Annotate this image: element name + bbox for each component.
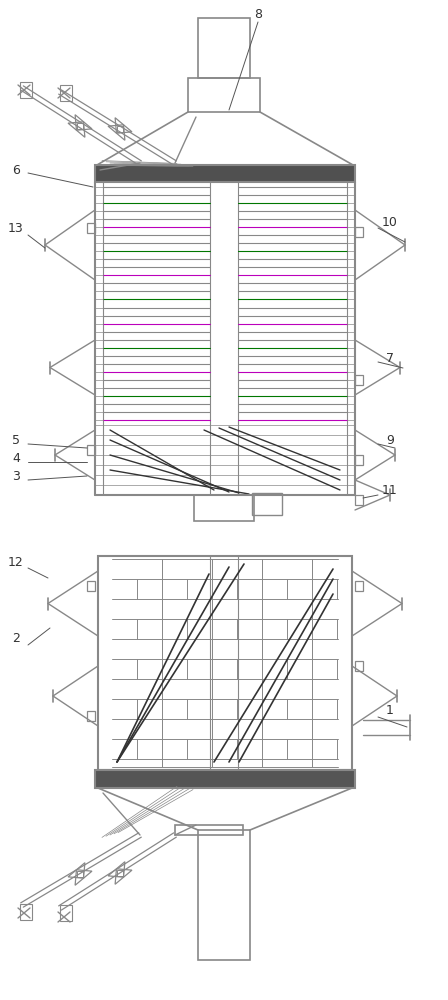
- Text: 7: 7: [386, 352, 394, 364]
- Bar: [355, 375, 363, 385]
- Bar: [87, 445, 95, 455]
- Text: 9: 9: [386, 434, 394, 446]
- Bar: [95, 165, 355, 182]
- Bar: [355, 227, 363, 237]
- Bar: [188, 78, 260, 112]
- Bar: [60, 85, 72, 101]
- Bar: [355, 661, 363, 671]
- Text: 6: 6: [12, 163, 20, 176]
- Bar: [117, 870, 123, 876]
- Bar: [194, 495, 254, 521]
- Bar: [77, 123, 83, 129]
- Bar: [117, 126, 123, 132]
- Bar: [198, 830, 250, 960]
- Bar: [20, 904, 32, 920]
- Text: 1: 1: [386, 704, 394, 716]
- Text: 12: 12: [8, 556, 24, 568]
- Text: 8: 8: [254, 8, 262, 21]
- Bar: [87, 581, 95, 591]
- Bar: [87, 711, 95, 721]
- Bar: [175, 825, 243, 835]
- Text: 5: 5: [12, 434, 20, 446]
- Text: 4: 4: [12, 452, 20, 464]
- Bar: [252, 493, 282, 515]
- Bar: [87, 223, 95, 233]
- Bar: [198, 18, 250, 78]
- Bar: [98, 556, 352, 770]
- Text: 3: 3: [12, 470, 20, 483]
- Bar: [77, 871, 83, 877]
- Text: 13: 13: [8, 222, 24, 234]
- Text: 11: 11: [382, 484, 398, 496]
- Bar: [60, 905, 72, 921]
- Bar: [355, 581, 363, 591]
- Bar: [355, 455, 363, 465]
- Bar: [95, 770, 355, 788]
- Text: 2: 2: [12, 632, 20, 645]
- Bar: [20, 82, 32, 98]
- Bar: [355, 495, 363, 505]
- Text: 10: 10: [382, 216, 398, 229]
